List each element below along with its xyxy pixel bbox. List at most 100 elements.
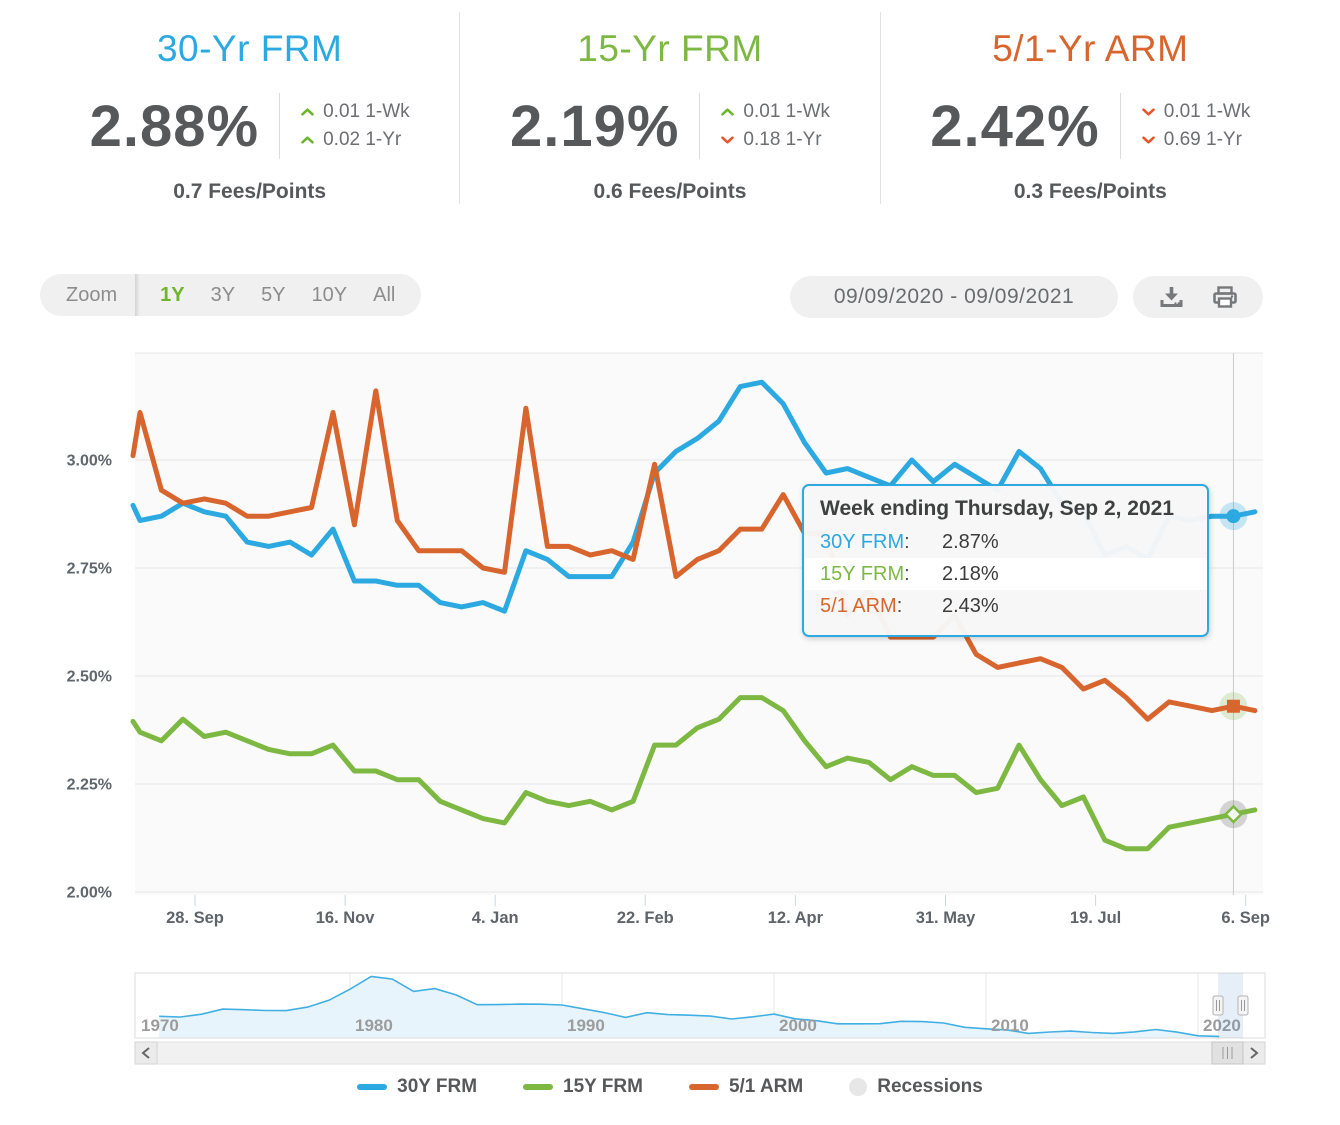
- navigator-handle-left[interactable]: [1212, 995, 1224, 1016]
- scrollbar-right-arrow-icon: [1250, 1047, 1259, 1059]
- navigator-handle-right[interactable]: [1237, 995, 1249, 1016]
- zoom-range-selector: Zoom 1Y 3Y 5Y 10Y All: [40, 274, 422, 316]
- navigator[interactable]: 1970 1980 1990 2000 2010 2020: [0, 963, 1340, 1075]
- rate-change: 0.01 1-Wk: [300, 101, 410, 123]
- tooltip-row-15y-frm: 15Y FRM: 2.18%: [804, 558, 1207, 590]
- svg-text:6. Sep: 6. Sep: [1221, 909, 1270, 927]
- print-button[interactable]: [1211, 284, 1239, 310]
- range-buttons: 1Y 3Y 5Y 10Y All: [160, 284, 395, 307]
- divider: [699, 93, 701, 159]
- current-rate: 2.42%: [930, 93, 1100, 159]
- down-arrow-icon: [1141, 108, 1155, 116]
- chart-legend: 30Y FRM 15Y FRM 5/1 ARM Recessions: [0, 1076, 1340, 1098]
- navigator-line: [159, 975, 1220, 1038]
- y-axis-labels: 3.00% 2.75% 2.50% 2.25% 2.00%: [67, 453, 112, 902]
- fees-points: 0.6 Fees/Points: [593, 180, 747, 203]
- divider: [279, 93, 281, 159]
- card-title: 15-Yr FRM: [577, 28, 763, 69]
- tooltip-title: Week ending Thursday, Sep 2, 2021: [820, 497, 1175, 520]
- chart-actions: [1133, 276, 1263, 318]
- legend-item-30y-frm[interactable]: 30Y FRM: [357, 1076, 477, 1098]
- rate-change: 0.69 1-Yr: [1141, 129, 1251, 151]
- change-text: 0.01 1-Wk: [1163, 101, 1251, 122]
- svg-text:2.50%: 2.50%: [67, 669, 112, 686]
- card-body: 2.42% 0.01 1-Wk 0.69 1-Yr: [881, 86, 1300, 166]
- svg-text:2000: 2000: [779, 1016, 817, 1035]
- current-rate: 2.19%: [509, 93, 680, 159]
- series-5-1-arm[interactable]: [130, 388, 1258, 722]
- tooltip-rows: 30Y FRM: 2.87% 15Y FRM: 2.18% 5/1 ARM: 2.43%: [804, 526, 1207, 622]
- range-button-5y[interactable]: 5Y: [261, 283, 286, 306]
- svg-text:2020: 2020: [1203, 1016, 1241, 1035]
- legend-swatch: [849, 1078, 868, 1096]
- scrollbar: [134, 1041, 1266, 1065]
- rate-cards: 30-Yr FRM 2.88% 0.01 1-Wk 0.02 1-Yr 0.7 F…: [40, 12, 1300, 204]
- up-arrow-icon: [301, 108, 314, 116]
- tooltip-row-5-1-arm: 5/1 ARM: 2.43%: [820, 595, 999, 617]
- rate-card-30y-frm: 30-Yr FRM 2.88% 0.01 1-Wk 0.02 1-Yr 0.7 F…: [40, 12, 459, 204]
- range-button-all[interactable]: All: [373, 283, 396, 306]
- svg-text:19. Jul: 19. Jul: [1070, 909, 1121, 927]
- marker-30y-frm: [1226, 509, 1241, 524]
- rate-change: 0.01 1-Wk: [720, 101, 830, 123]
- scrollbar-track[interactable]: [156, 1041, 1244, 1065]
- card-title: 5/1-Yr ARM: [992, 28, 1189, 69]
- series-15y-frm[interactable]: [130, 695, 1258, 852]
- divider: [135, 274, 141, 316]
- fees-points: 0.7 Fees/Points: [173, 180, 327, 203]
- legend-label: 15Y FRM: [563, 1076, 643, 1097]
- print-icon: [1212, 286, 1237, 308]
- chart-tooltip: Week ending Thursday, Sep 2, 2021 30Y FR…: [802, 484, 1209, 637]
- rate-card-15y-frm: 15-Yr FRM 2.19% 0.01 1-Wk 0.18 1-Yr 0.6 F…: [459, 12, 879, 204]
- svg-text:3.00%: 3.00%: [67, 453, 112, 470]
- x-axis: 28. Sep 16. Nov 4. Jan 22. Feb 12. Apr 31. Ma…: [166, 895, 1270, 927]
- range-button-3y[interactable]: 3Y: [210, 283, 236, 306]
- svg-text:2.25%: 2.25%: [67, 777, 112, 794]
- rate-changes: 0.01 1-Wk 0.18 1-Yr: [720, 101, 830, 151]
- svg-text:1990: 1990: [567, 1016, 605, 1035]
- svg-text:12. Apr: 12. Apr: [768, 909, 824, 927]
- svg-text:2010: 2010: [991, 1016, 1029, 1035]
- change-text: 0.18 1-Yr: [743, 129, 822, 150]
- svg-text:28. Sep: 28. Sep: [166, 909, 224, 927]
- marker-15y-frm: [1223, 804, 1243, 824]
- rate-change: 0.02 1-Yr: [300, 129, 410, 151]
- date-range-text: 09/09/2020 - 09/09/2021: [833, 285, 1075, 308]
- card-title: 30-Yr FRM: [156, 28, 343, 69]
- svg-text:22. Feb: 22. Feb: [617, 909, 674, 927]
- main-chart[interactable]: 3.00% 2.75% 2.50% 2.25% 2.00% 28. Sep 16. Nov 4…: [0, 340, 1340, 938]
- scrollbar-left-arrow-icon: [141, 1047, 150, 1059]
- change-text: 0.01 1-Wk: [743, 101, 831, 122]
- change-text: 0.02 1-Yr: [323, 129, 402, 150]
- range-button-1y[interactable]: 1Y: [160, 283, 185, 306]
- download-button[interactable]: [1158, 284, 1185, 310]
- svg-text:1970: 1970: [141, 1016, 179, 1035]
- navigator-area: [159, 976, 1220, 1038]
- rate-changes: 0.01 1-Wk 0.69 1-Yr: [1141, 101, 1251, 151]
- navigator-frame: [134, 972, 1266, 1039]
- change-text: 0.01 1-Wk: [323, 101, 410, 122]
- legend-item-15y-frm[interactable]: 15Y FRM: [523, 1076, 643, 1098]
- zoom-label: Zoom: [66, 283, 118, 306]
- legend-item-5-1-arm[interactable]: 5/1 ARM: [688, 1076, 804, 1098]
- legend-label: Recessions: [877, 1076, 983, 1097]
- hover-markers[interactable]: [1223, 509, 1243, 824]
- svg-text:4. Jan: 4. Jan: [472, 909, 519, 927]
- scrollbar-right-button[interactable]: [1242, 1041, 1266, 1065]
- rate-changes: 0.01 1-Wk 0.02 1-Yr: [300, 101, 410, 151]
- marker-5-1-arm: [1226, 699, 1240, 713]
- legend-item-recessions[interactable]: Recessions: [849, 1076, 983, 1098]
- card-body: 2.19% 0.01 1-Wk 0.18 1-Yr: [460, 86, 879, 166]
- fees-points: 0.3 Fees/Points: [1013, 180, 1167, 203]
- legend-label: 5/1 ARM: [728, 1076, 804, 1097]
- download-icon: [1160, 287, 1182, 307]
- rate-card-5-1-arm: 5/1-Yr ARM 2.42% 0.01 1-Wk 0.69 1-Yr 0.3 …: [879, 12, 1300, 204]
- range-button-10y[interactable]: 10Y: [311, 283, 348, 306]
- down-arrow-icon: [1141, 136, 1155, 144]
- legend-label: 30Y FRM: [397, 1076, 478, 1097]
- current-rate: 2.88%: [89, 93, 260, 159]
- scrollbar-thumb[interactable]: [1211, 1041, 1244, 1065]
- scrollbar-left-button[interactable]: [134, 1041, 158, 1065]
- date-range-display[interactable]: 09/09/2020 - 09/09/2021: [790, 276, 1118, 318]
- legend-swatch: [357, 1084, 388, 1090]
